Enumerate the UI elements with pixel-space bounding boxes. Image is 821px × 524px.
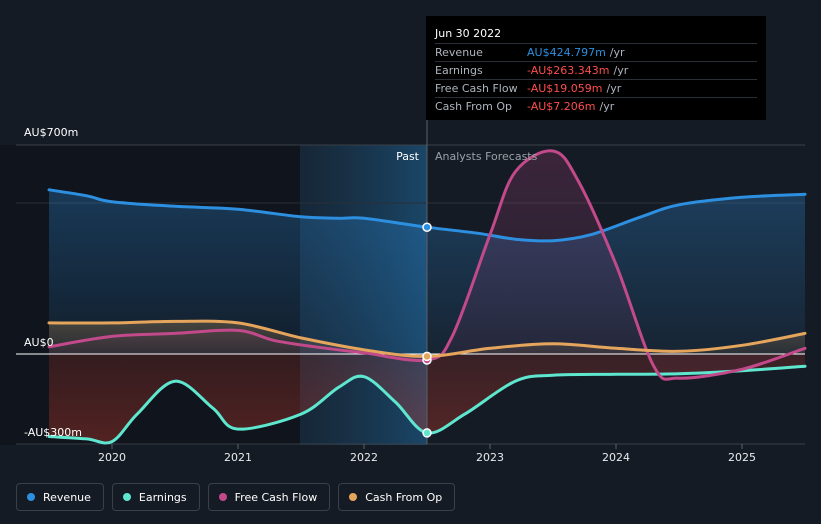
forecast-label: Analysts Forecasts [435, 150, 538, 163]
x-tick-label: 2025 [728, 451, 756, 464]
y-label-top: AU$700m [24, 126, 78, 139]
chart-legend: Revenue Earnings Free Cash Flow Cash Fro… [16, 483, 455, 511]
x-axis: 2020 2021 2022 2023 2024 2025 [98, 444, 756, 464]
free-cash-flow-dot-icon [219, 493, 227, 501]
tooltip-row-free-cash-flow: Free Cash Flow -AU$19.059m /yr [435, 79, 757, 97]
x-tick-label: 2021 [224, 451, 252, 464]
x-tick-label: 2024 [602, 451, 630, 464]
tooltip-date: Jun 30 2022 [435, 25, 757, 42]
x-tick-label: 2023 [476, 451, 504, 464]
tooltip-row-revenue: Revenue AU$424.797m /yr [435, 43, 757, 61]
tooltip-label: Cash From Op [435, 98, 527, 115]
tooltip-unit: /yr [610, 44, 625, 61]
tooltip-value: AU$424.797m [527, 44, 606, 61]
legend-label: Cash From Op [365, 491, 442, 504]
tooltip-unit: /yr [607, 80, 622, 97]
legend-item-revenue[interactable]: Revenue [16, 483, 104, 511]
tooltip-value: -AU$263.343m [527, 62, 610, 79]
tooltip-label: Free Cash Flow [435, 80, 527, 97]
tooltip-unit: /yr [600, 98, 615, 115]
y-label-zero: AU$0 [24, 336, 54, 349]
legend-label: Revenue [43, 491, 91, 504]
tooltip-value: -AU$7.206m [527, 98, 596, 115]
cash-from-op-marker [423, 352, 431, 360]
legend-item-earnings[interactable]: Earnings [112, 483, 200, 511]
x-tick-label: 2022 [350, 451, 378, 464]
hover-tooltip: Jun 30 2022 Revenue AU$424.797m /yr Earn… [426, 16, 766, 120]
tooltip-label: Earnings [435, 62, 527, 79]
revenue-dot-icon [27, 493, 35, 501]
legend-item-free-cash-flow[interactable]: Free Cash Flow [208, 483, 331, 511]
earnings-marker [423, 429, 431, 437]
tooltip-row-earnings: Earnings -AU$263.343m /yr [435, 61, 757, 79]
legend-label: Earnings [139, 491, 187, 504]
earnings-dot-icon [123, 493, 131, 501]
tooltip-value: -AU$19.059m [527, 80, 603, 97]
tooltip-label: Revenue [435, 44, 527, 61]
cash-from-op-dot-icon [349, 493, 357, 501]
revenue-marker [423, 223, 431, 231]
x-tick-label: 2020 [98, 451, 126, 464]
legend-item-cash-from-op[interactable]: Cash From Op [338, 483, 455, 511]
tooltip-unit: /yr [614, 62, 629, 79]
tooltip-row-cash-from-op: Cash From Op -AU$7.206m /yr [435, 97, 757, 115]
past-label: Past [396, 150, 420, 163]
y-label-bottom: -AU$300m [24, 426, 82, 439]
legend-label: Free Cash Flow [235, 491, 318, 504]
